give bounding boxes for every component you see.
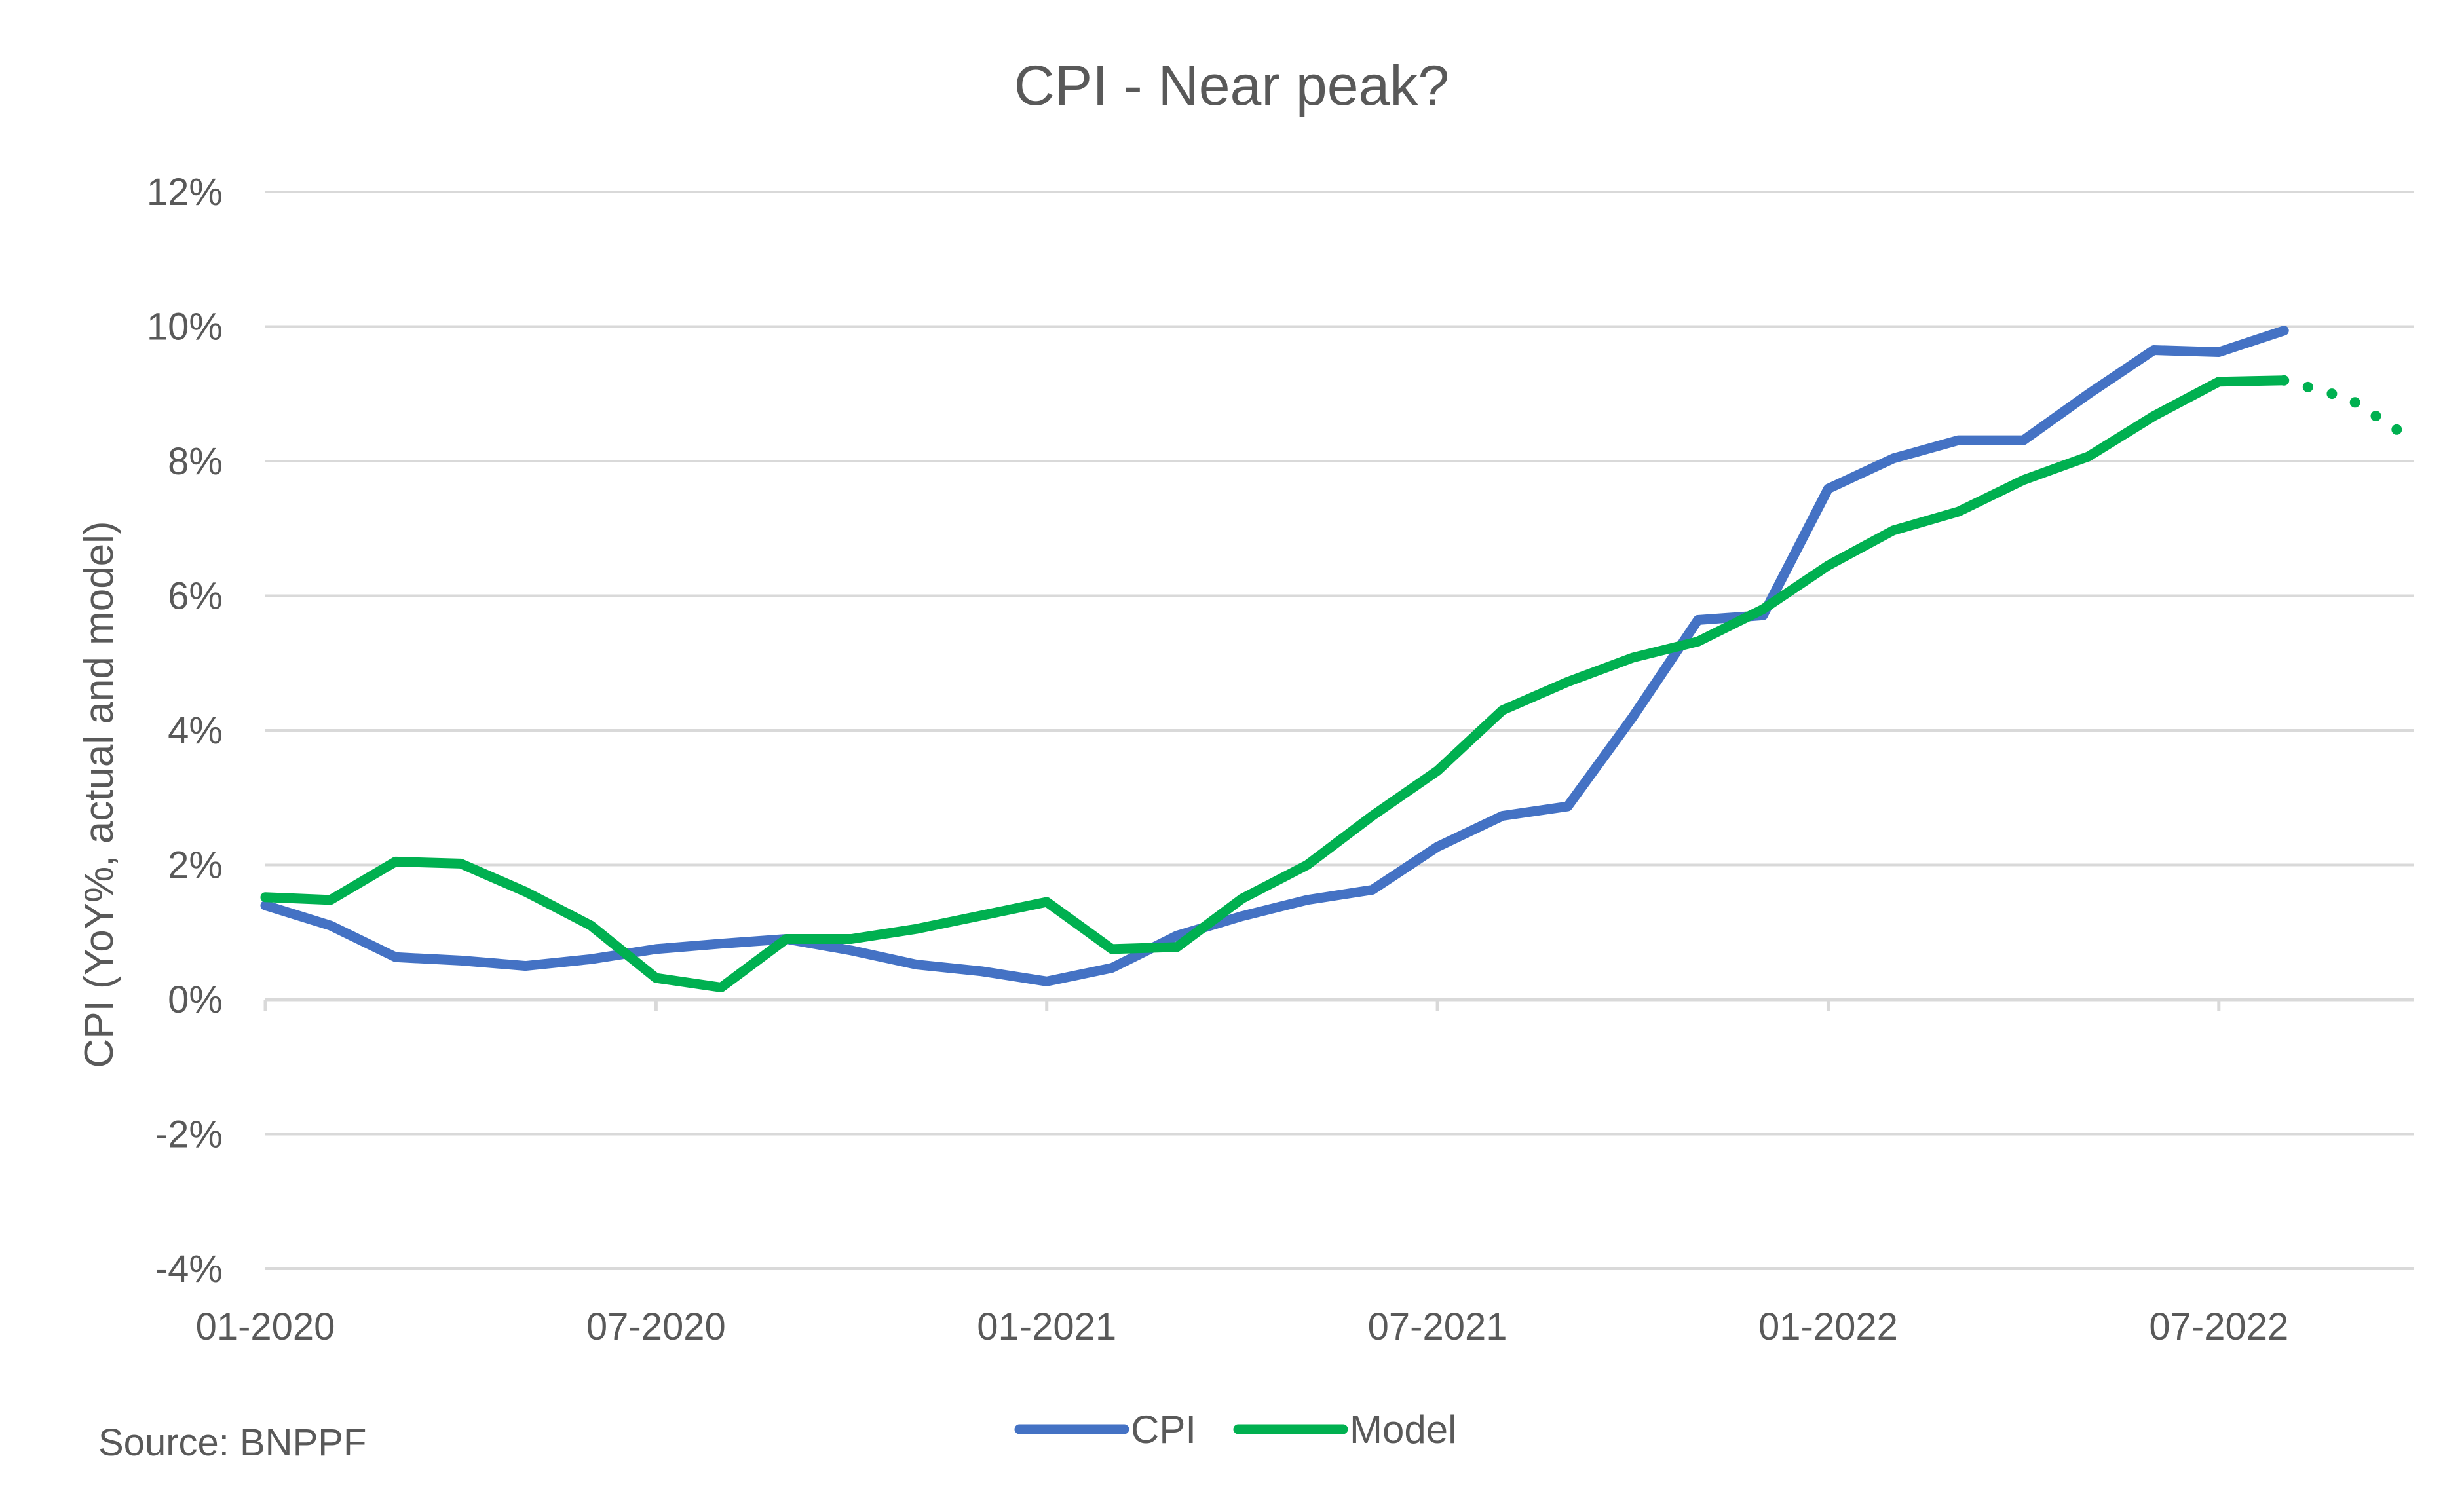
series-line-cpi	[260, 326, 2289, 986]
source-note: Source: BNPPF	[98, 1421, 366, 1464]
gridlines	[265, 191, 2414, 1270]
x-tick-label: 01-2020	[196, 1305, 335, 1348]
chart-title: CPI - Near peak?	[1014, 54, 1449, 117]
y-tick-label: -4%	[155, 1248, 223, 1290]
y-tick-label: 6%	[168, 575, 223, 618]
y-tick-label: 10%	[147, 306, 223, 348]
legend-label-model: Model	[1350, 1408, 1456, 1452]
y-tick-label: 8%	[168, 440, 223, 483]
y-axis-label: CPI (YoY%, actual and model)	[77, 521, 122, 1068]
y-tick-label: 2%	[168, 844, 223, 887]
series-lines	[260, 326, 2419, 992]
x-tick-label: 07-2022	[2149, 1305, 2288, 1348]
x-tick-label: 07-2021	[1368, 1305, 1507, 1348]
y-tick-label: 12%	[147, 171, 223, 214]
y-tick-label: -2%	[155, 1114, 223, 1156]
legend-label-cpi: CPI	[1131, 1408, 1196, 1452]
x-tick-label: 07-2020	[586, 1305, 726, 1348]
y-tick-label: 0%	[168, 979, 223, 1021]
y-axis-ticks: 12% 10% 8% 6% 4% 2% 0% -2% -4%	[147, 171, 223, 1290]
x-axis-ticks: 01-2020 07-2020 01-2021 07-2021 01-2022 07-20…	[196, 1000, 2288, 1348]
x-tick-label: 01-2021	[977, 1305, 1116, 1348]
y-tick-label: 4%	[168, 709, 223, 752]
series-line-model	[260, 375, 2289, 992]
legend: CPI Model	[1014, 1408, 1456, 1452]
series-line-model-projection	[2279, 375, 2419, 447]
x-tick-label: 01-2022	[1758, 1305, 1898, 1348]
